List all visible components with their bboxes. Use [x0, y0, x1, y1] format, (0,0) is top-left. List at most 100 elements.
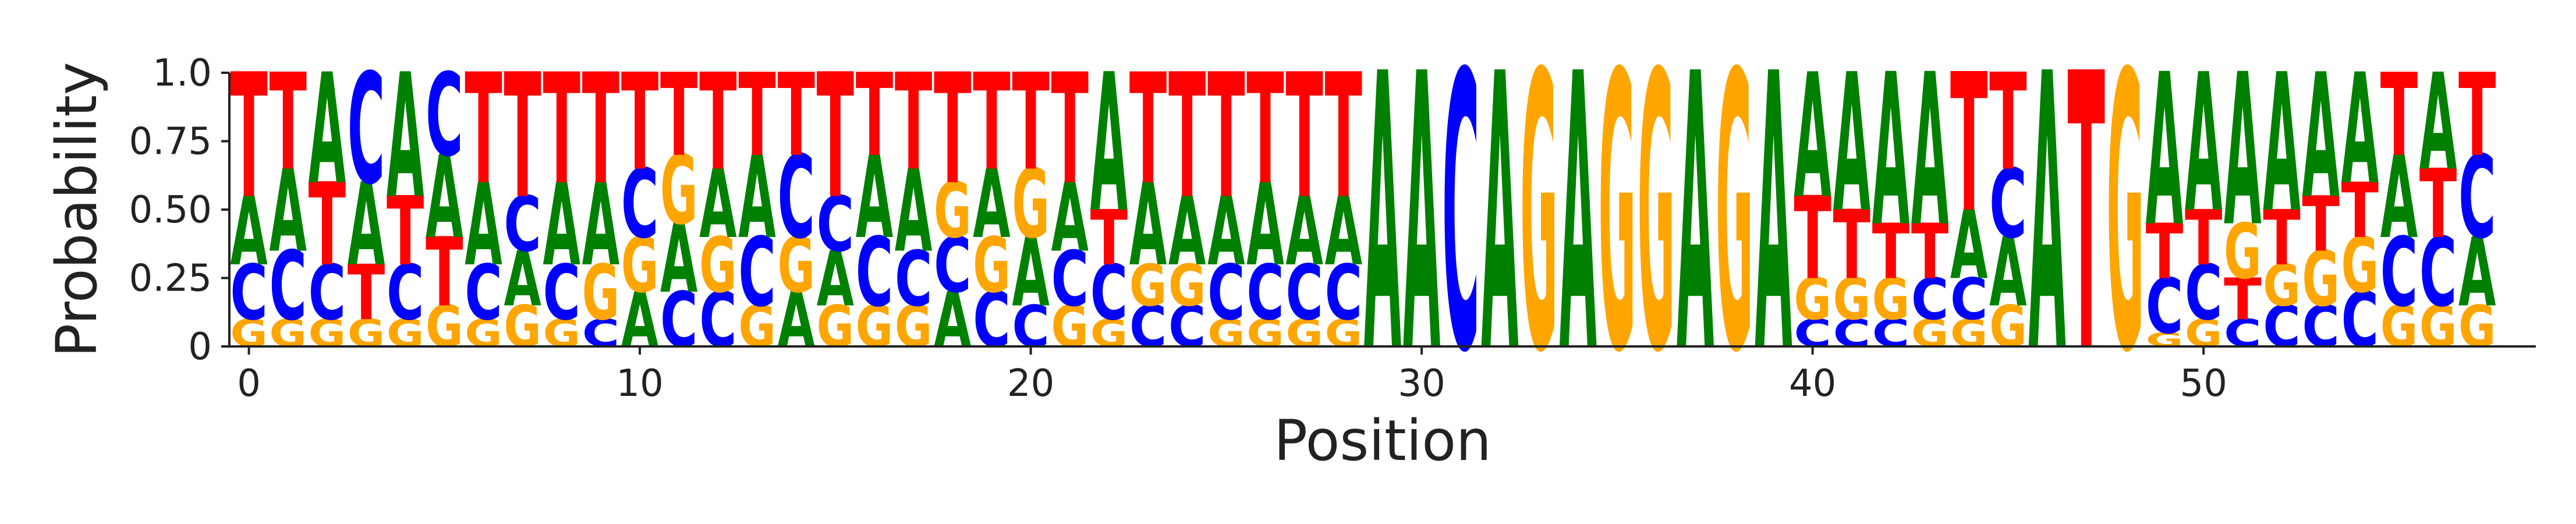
y-tick-label: 0.50 [129, 189, 212, 232]
logo-letter-t-pos-18: T [934, 42, 971, 218]
logo-letter-t-pos-22: T [1090, 194, 1128, 282]
logo-letter-g-pos-16: G [856, 294, 893, 360]
logo-letter-c-pos-15: C [817, 181, 854, 269]
logo-letter-g-pos-15: G [817, 294, 854, 360]
logo-letter-a-pos-27: A [1285, 176, 1323, 287]
logo-letter-t-pos-27: T [1285, 38, 1323, 237]
logo-letter-a-pos-19: A [973, 149, 1010, 260]
logo-letter-g-pos-14: G [777, 222, 814, 310]
logo-letter-a-pos-6: A [465, 159, 502, 292]
logo-letter-c-pos-18: C [934, 222, 971, 310]
logo-letter-g-pos-21: G [1051, 294, 1089, 360]
logo-letter-a-pos-57: A [2458, 217, 2496, 328]
logo-letter-t-pos-12: T [699, 46, 736, 200]
logo-letter-c-pos-13: C [738, 217, 775, 328]
logo-letter-c-pos-16: C [856, 217, 893, 328]
x-axis-label: Position [1274, 408, 1491, 473]
logo-letter-a-pos-13: A [738, 132, 775, 264]
logo-letter-a-pos-11: A [660, 204, 697, 314]
logo-letter-c-pos-55: C [2380, 217, 2418, 328]
logo-letter-a-pos-20: A [1012, 217, 1049, 328]
logo-letter-a-pos-7: A [504, 235, 541, 324]
logo-letter-t-pos-16: T [856, 49, 894, 182]
logo-letter-t-pos-4: T [387, 176, 424, 287]
logo-letter-c-pos-52: C [2263, 293, 2300, 360]
logo-letter-g-pos-10: G [621, 222, 658, 310]
logo-letter-a-pos-22: A [1090, 34, 1128, 256]
x-tick-label: 0 [237, 362, 261, 405]
logo-letter-g-pos-35: G [1599, 0, 1636, 436]
logo-letter-g-pos-33: G [1520, 0, 1557, 436]
logo-letter-g-pos-51: G [2224, 208, 2261, 296]
y-tick-label: 0.25 [129, 257, 212, 300]
logo-letter-g-pos-11: G [660, 136, 697, 246]
logo-letter-a-pos-12: A [699, 149, 736, 260]
logo-letter-c-pos-57: C [2458, 131, 2496, 264]
logo-letter-a-pos-52: A [2263, 34, 2300, 256]
logo-letter-g-pos-8: G [543, 311, 580, 356]
logo-letter-a-pos-24: A [1168, 176, 1206, 287]
logo-letter-c-pos-54: C [2341, 277, 2379, 364]
logo-letter-c-pos-51: C [2224, 311, 2261, 356]
logo-letter-c-pos-1: C [269, 231, 306, 342]
y-tick-label: 1.0 [153, 52, 212, 95]
logo-letter-t-pos-6: T [465, 42, 502, 218]
logo-letter-t-pos-55: T [2380, 49, 2418, 182]
logo-letter-a-pos-34: A [1560, 0, 1597, 436]
x-tick-label: 20 [1007, 362, 1054, 405]
logo-letter-c-pos-43: C [1911, 266, 1948, 332]
logo-letter-c-pos-9: C [582, 311, 619, 356]
logo-letter-c-pos-21: C [1051, 236, 1089, 324]
logo-letter-t-pos-1: T [269, 46, 306, 200]
logo-letter-g-pos-4: G [387, 311, 424, 356]
logo-letter-c-pos-23: C [1129, 293, 1167, 360]
logo-letter-t-pos-10: T [621, 46, 658, 200]
logo-letter-a-pos-21: A [1051, 162, 1089, 273]
logo-letter-c-pos-4: C [387, 249, 424, 337]
logo-letter-g-pos-25: G [1207, 311, 1245, 356]
logo-letter-t-pos-0: T [230, 38, 267, 237]
logo-letter-a-pos-49: A [2146, 30, 2184, 272]
y-axis: 0 0.25 0.50 0.75 1.0 [129, 52, 231, 369]
logo-letter-t-pos-13: T [738, 49, 776, 182]
logo-letter-g-pos-24: G [1168, 253, 1206, 319]
logo-letter-t-pos-25: T [1207, 38, 1245, 237]
logo-letter-g-pos-17: G [895, 294, 932, 360]
logo-letter-a-pos-16: A [856, 132, 893, 264]
logo-letter-c-pos-44: C [1950, 266, 1987, 332]
logo-letter-t-pos-20: T [1012, 46, 1049, 200]
x-tick-label: 30 [1398, 362, 1445, 405]
logo-letter-a-pos-37: A [1677, 0, 1714, 436]
logo-letter-c-pos-27: C [1285, 249, 1323, 337]
logo-letter-a-pos-3: A [348, 159, 385, 292]
logo-letter-c-pos-41: C [1833, 311, 1870, 356]
logo-letter-t-pos-47: T [2068, 0, 2106, 436]
logo-letter-a-pos-53: A [2302, 37, 2339, 236]
logo-letter-t-pos-17: T [895, 46, 932, 200]
logo-letter-a-pos-25: A [1207, 176, 1245, 287]
logo-letter-t-pos-57: T [2458, 49, 2496, 182]
x-tick-label: 40 [1789, 362, 1836, 405]
logo-letter-g-pos-36: G [1638, 0, 1675, 436]
logo-letter-a-pos-46: A [2028, 0, 2066, 436]
logo-letter-g-pos-52: G [2263, 253, 2300, 319]
logo-letter-a-pos-39: A [1755, 0, 1792, 436]
logo-letter-a-pos-45: A [1989, 217, 2026, 328]
logo-letter-g-pos-3: G [348, 311, 385, 356]
logo-letter-t-pos-28: T [1325, 38, 1362, 237]
logo-letter-a-pos-5: A [426, 132, 463, 264]
logo-letter-a-pos-40: A [1794, 37, 1831, 236]
logo-letter-t-pos-44: T [1950, 33, 1987, 254]
logo-letter-c-pos-7: C [504, 181, 541, 269]
logo-letter-a-pos-15: A [817, 235, 855, 324]
logo-letter-g-pos-43: G [1911, 311, 1948, 356]
logo-letter-g-pos-28: G [1325, 311, 1362, 356]
logo-letter-c-pos-45: C [1989, 148, 2026, 260]
logo-letter-a-pos-32: A [1481, 0, 1519, 436]
x-tick-label: 10 [616, 362, 663, 405]
logo-letter-g-pos-22: G [1090, 311, 1128, 356]
logo-letter-c-pos-5: C [426, 49, 463, 182]
logo-letter-c-pos-56: C [2419, 217, 2457, 328]
logo-letter-a-pos-2: A [309, 41, 346, 218]
